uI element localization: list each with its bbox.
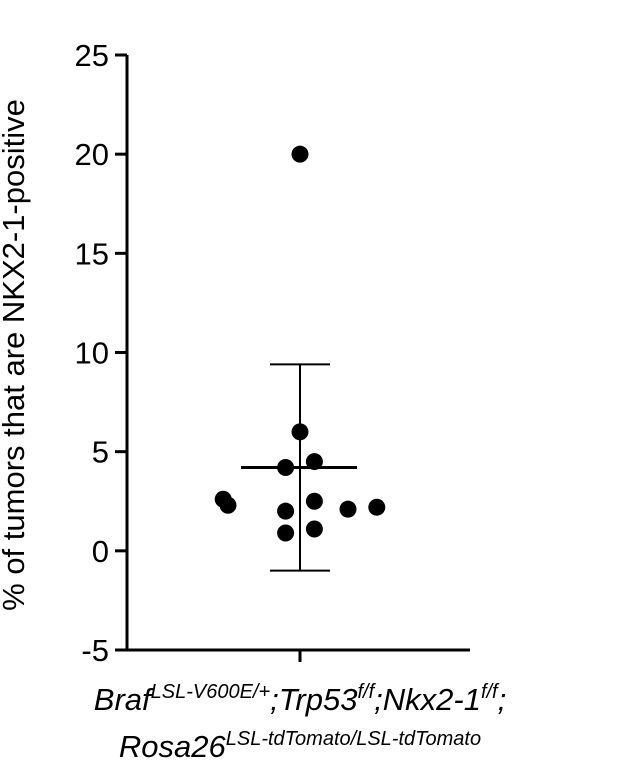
x-label-text: ;: [498, 682, 507, 717]
x-axis: [125, 648, 470, 662]
y-tick-label-10: 10: [75, 336, 109, 371]
x-axis-label-line2: Rosa26LSL-tdTomato/LSL-tdTomato: [119, 728, 481, 764]
data-points: [214, 145, 386, 542]
y-tick-label-0: 0: [92, 534, 109, 569]
data-point-12: [305, 520, 323, 538]
data-point-3: [305, 453, 323, 471]
x-label-text: ;Trp53: [270, 682, 357, 717]
data-point-6: [219, 496, 237, 514]
data-point-9: [339, 500, 357, 518]
data-point-2: [291, 423, 309, 441]
data-point-10: [368, 498, 386, 516]
y-tick-label-25: 25: [75, 38, 109, 73]
y-tick-label-20: 20: [75, 137, 109, 172]
x-label-text: ;Nkx2-1: [374, 682, 481, 717]
data-point-8: [277, 502, 295, 520]
x-label-text: Rosa26: [119, 729, 227, 764]
x-label-superscript: f/f: [357, 681, 376, 703]
data-point-7: [305, 492, 323, 510]
x-label-superscript: LSL-V600E/+: [151, 681, 271, 703]
data-point-11: [277, 524, 295, 542]
y-axis-label: % of tumors that are NKX2-1-positive: [0, 99, 31, 611]
y-axis: -5 0 5 10 15 20 25: [75, 38, 129, 668]
data-point-1: [291, 145, 309, 163]
x-label-superscript: f/f: [481, 681, 500, 703]
data-point-4: [277, 459, 295, 477]
x-label-superscript: LSL-tdTomato/LSL-tdTomato: [226, 728, 481, 750]
x-axis-label-line1: BrafLSL-V600E/+;Trp53f/f;Nkx2-1f/f;: [94, 681, 506, 717]
mean-sd-bars: [241, 363, 357, 572]
y-tick-label--5: -5: [81, 633, 109, 668]
y-tick-label-15: 15: [75, 236, 109, 271]
y-tick-label-5: 5: [92, 435, 109, 470]
x-label-text: Braf: [94, 682, 154, 717]
